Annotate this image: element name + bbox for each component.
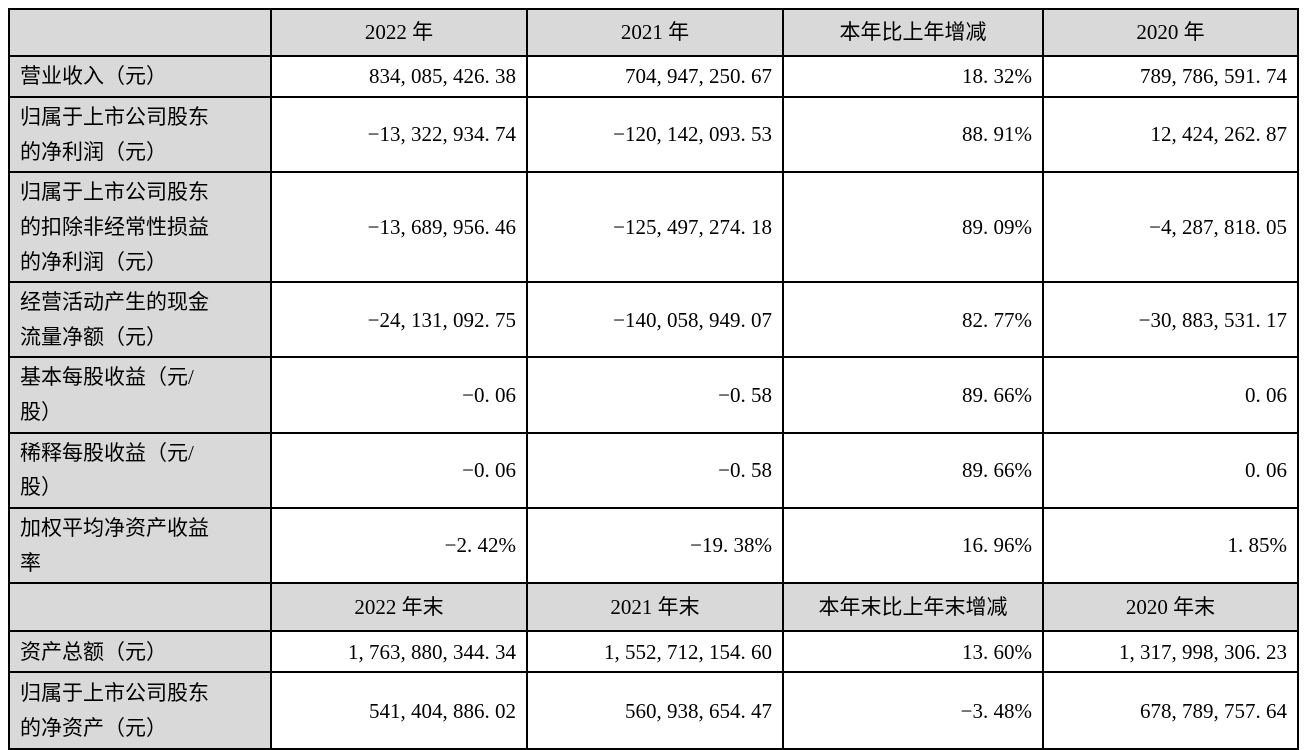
col-header-yearend-change: 本年末比上年末增减 [782, 582, 1044, 633]
cell-value: 16. 96% [782, 507, 1044, 585]
cell-value: 0. 06 [1042, 431, 1299, 510]
col-header-2022: 2022 年 [270, 8, 528, 57]
table-row-operating-cash-flow: 经营活动产生的现金 流量净额（元） −24, 131, 092. 75 −140… [8, 281, 1299, 359]
cell-value: 82. 77% [782, 281, 1044, 359]
table-row-basic-eps: 基本每股收益（元/ 股） −0. 06 −0. 58 89. 66% 0. 06 [8, 356, 1299, 434]
cell-value: −125, 497, 274. 18 [526, 171, 784, 284]
cell-value: −3. 48% [782, 671, 1044, 750]
table-header-row-annual: 2022 年 2021 年 本年比上年增减 2020 年 [8, 8, 1299, 57]
row-label: 加权平均净资产收益 率 [8, 507, 272, 585]
cell-value: 834, 085, 426. 38 [270, 55, 528, 98]
table-row-weighted-avg-roe: 加权平均净资产收益 率 −2. 42% −19. 38% 16. 96% 1. … [8, 507, 1299, 585]
table-row-operating-revenue: 营业收入（元） 834, 085, 426. 38 704, 947, 250.… [8, 55, 1299, 98]
table-header-row-yearend: 2022 年末 2021 年末 本年末比上年末增减 2020 年末 [8, 582, 1299, 633]
cell-value: 89. 66% [782, 356, 1044, 434]
cell-value: 541, 404, 886. 02 [270, 671, 528, 750]
cell-value: 13. 60% [782, 630, 1044, 674]
corner-cell [8, 582, 272, 633]
cell-value: −13, 322, 934. 74 [270, 95, 528, 174]
cell-value: −24, 131, 092. 75 [270, 281, 528, 359]
cell-value: 678, 789, 757. 64 [1042, 671, 1299, 750]
col-header-2020-end: 2020 年末 [1042, 582, 1299, 633]
cell-value: −120, 142, 093. 53 [526, 95, 784, 174]
row-label: 稀释每股收益（元/ 股） [8, 431, 272, 510]
cell-value: −2. 42% [270, 507, 528, 585]
row-label: 营业收入（元） [8, 55, 272, 98]
cell-value: 89. 66% [782, 431, 1044, 510]
cell-value: 0. 06 [1042, 356, 1299, 434]
cell-value: 88. 91% [782, 95, 1044, 174]
cell-value: −140, 058, 949. 07 [526, 281, 784, 359]
row-label: 归属于上市公司股东 的扣除非经常性损益 的净利润（元） [8, 171, 272, 284]
col-header-2022-end: 2022 年末 [270, 582, 528, 633]
cell-value: −0. 58 [526, 431, 784, 510]
table-row-net-assets: 归属于上市公司股东 的净资产（元） 541, 404, 886. 02 560,… [8, 671, 1299, 750]
cell-value: −0. 06 [270, 356, 528, 434]
row-label: 归属于上市公司股东 的净资产（元） [8, 671, 272, 750]
row-label: 基本每股收益（元/ 股） [8, 356, 272, 434]
row-label: 经营活动产生的现金 流量净额（元） [8, 281, 272, 359]
col-header-yoy-change: 本年比上年增减 [782, 8, 1044, 57]
cell-value: 1. 85% [1042, 507, 1299, 585]
col-header-2021: 2021 年 [526, 8, 784, 57]
cell-value: −30, 883, 531. 17 [1042, 281, 1299, 359]
cell-value: 1, 317, 998, 306. 23 [1042, 630, 1299, 674]
corner-cell [8, 8, 272, 57]
row-label: 归属于上市公司股东 的净利润（元） [8, 95, 272, 174]
cell-value: 18. 32% [782, 55, 1044, 98]
table-row-diluted-eps: 稀释每股收益（元/ 股） −0. 06 −0. 58 89. 66% 0. 06 [8, 431, 1299, 510]
cell-value: −4, 287, 818. 05 [1042, 171, 1299, 284]
col-header-2020: 2020 年 [1042, 8, 1299, 57]
table-row-net-profit: 归属于上市公司股东 的净利润（元） −13, 322, 934. 74 −120… [8, 95, 1299, 174]
cell-value: 1, 552, 712, 154. 60 [526, 630, 784, 674]
row-label: 资产总额（元） [8, 630, 272, 674]
cell-value: −0. 58 [526, 356, 784, 434]
cell-value: −19. 38% [526, 507, 784, 585]
key-financials-table: 2022 年 2021 年 本年比上年增减 2020 年 营业收入（元） 834… [8, 8, 1299, 750]
cell-value: 560, 938, 654. 47 [526, 671, 784, 750]
cell-value: 12, 424, 262. 87 [1042, 95, 1299, 174]
table-row-total-assets: 资产总额（元） 1, 763, 880, 344. 34 1, 552, 712… [8, 630, 1299, 674]
cell-value: 1, 763, 880, 344. 34 [270, 630, 528, 674]
table-row-net-profit-excl-nonrecurring: 归属于上市公司股东 的扣除非经常性损益 的净利润（元） −13, 689, 95… [8, 171, 1299, 284]
cell-value: 89. 09% [782, 171, 1044, 284]
cell-value: −13, 689, 956. 46 [270, 171, 528, 284]
col-header-2021-end: 2021 年末 [526, 582, 784, 633]
cell-value: 704, 947, 250. 67 [526, 55, 784, 98]
cell-value: −0. 06 [270, 431, 528, 510]
cell-value: 789, 786, 591. 74 [1042, 55, 1299, 98]
